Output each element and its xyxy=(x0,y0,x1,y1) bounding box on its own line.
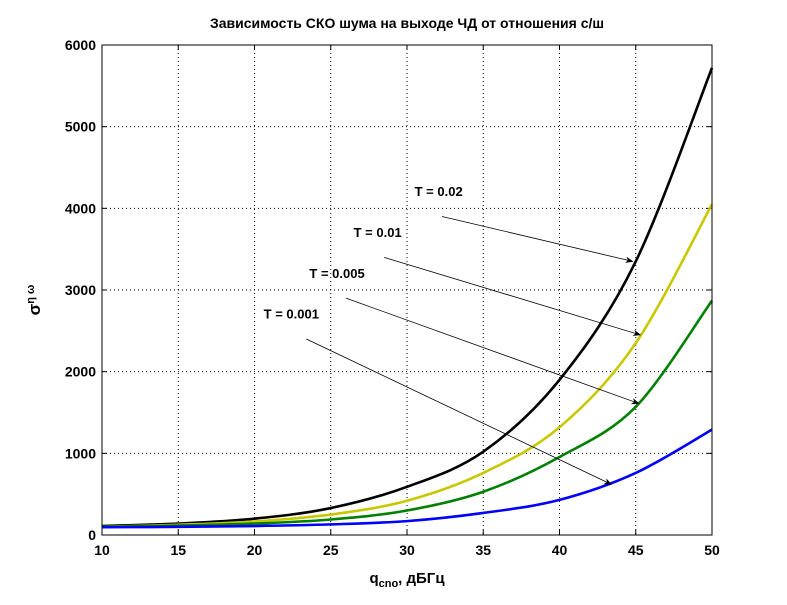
svg-text:ση ω: ση ω xyxy=(25,285,44,316)
y-tick-label: 1000 xyxy=(65,445,96,461)
y-tick-label: 0 xyxy=(88,527,96,543)
annotation-label: T = 0.001 xyxy=(264,307,319,322)
annotation-label: T = 0.02 xyxy=(415,184,463,199)
x-tick-label: 20 xyxy=(247,542,263,558)
x-tick-label: 15 xyxy=(170,542,186,558)
plot-frame xyxy=(101,44,713,536)
x-tick-label: 30 xyxy=(399,542,415,558)
annotation-arrow xyxy=(306,338,613,485)
ticks: 10 15 20 25 30 35 40 45 50 0 1000 2000 3000 4000 5000 6… xyxy=(65,37,720,558)
y-tick-label: 3000 xyxy=(65,282,96,298)
annotation-arrow xyxy=(441,216,634,263)
annotation-label: T = 0.01 xyxy=(354,225,402,240)
grid xyxy=(102,45,712,535)
x-tick-label: 25 xyxy=(323,542,339,558)
chart-title: Зависимость СКО шума на выходе ЧД от отн… xyxy=(210,15,604,31)
y-tick-label: 2000 xyxy=(65,364,96,380)
series-lines xyxy=(101,67,714,529)
y-label-sub: η ω xyxy=(25,285,37,304)
x-axis-label: qcno, дБГц xyxy=(369,570,445,590)
x-tick-label: 45 xyxy=(628,542,644,558)
series-line xyxy=(101,428,713,529)
series-line xyxy=(101,299,714,529)
x-label-sub: cno xyxy=(379,578,399,590)
x-label-suffix: , дБГц xyxy=(398,570,445,587)
annotation-label: T = 0.005 xyxy=(309,266,364,281)
x-tick-label: 50 xyxy=(704,542,720,558)
y-tick-label: 6000 xyxy=(65,37,96,53)
x-tick-label: 40 xyxy=(552,542,568,558)
series-line xyxy=(101,67,714,528)
y-label-main: σ xyxy=(25,303,44,315)
y-tick-label: 5000 xyxy=(65,119,96,135)
y-tick-label: 4000 xyxy=(65,200,96,216)
x-label-main: q xyxy=(369,570,378,587)
x-tick-label: 35 xyxy=(475,542,491,558)
annotations: T = 0.02 T = 0.01 T = 0.005 T = 0.001 xyxy=(264,184,642,485)
y-axis-label: ση ω xyxy=(25,285,44,316)
x-tick-label: 10 xyxy=(94,542,110,558)
annotation-arrow xyxy=(345,297,640,405)
annotation-arrow xyxy=(384,256,642,336)
